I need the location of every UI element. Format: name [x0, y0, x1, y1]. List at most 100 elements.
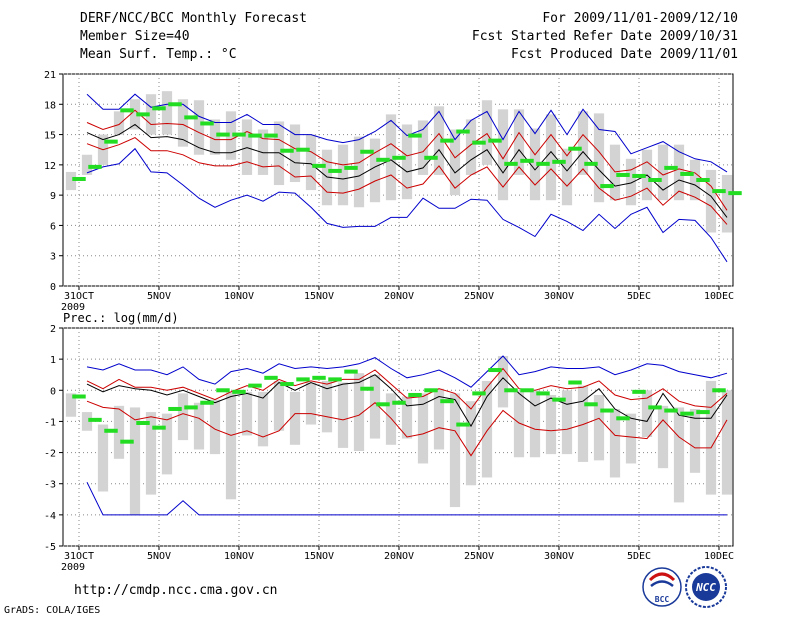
prec-xtick-label: 25NOV: [464, 551, 494, 562]
temp-member-range-bar: [305, 134, 317, 191]
prec-member-range-bar: [641, 390, 653, 437]
temp-xtick-label: 31OCT: [64, 291, 94, 302]
prec-series-min: [86, 481, 727, 516]
temp-xtick-label: 25NOV: [464, 291, 494, 302]
prec-member-range-bar: [657, 405, 669, 469]
prec-member-box: [88, 417, 102, 422]
prec-series-upper: [86, 367, 728, 410]
prec-member-box: [536, 391, 550, 396]
temp-xtick-label: 5NOV: [147, 291, 171, 302]
temp-member-box: [296, 147, 310, 152]
temp-member-range-bar: [545, 114, 557, 201]
prec-member-range-bar: [337, 382, 349, 448]
temp-member-box: [568, 146, 582, 151]
prec-member-box: [72, 394, 86, 399]
prec-member-box: [616, 416, 630, 421]
temp-member-range-bar: [161, 91, 173, 135]
temp-member-box: [248, 133, 262, 138]
grads-credit: GrADS: COLA/IGES: [4, 605, 101, 616]
temp-member-range-bar: [465, 119, 477, 175]
temp-member-range-bar: [449, 129, 461, 196]
temp-member-range-bar: [289, 124, 301, 183]
prec-member-range-bar: [65, 393, 77, 417]
temp-member-box: [600, 184, 614, 189]
prec-member-range-bar: [593, 394, 605, 461]
member-size: Member Size=40: [80, 29, 190, 44]
prec-member-box: [168, 406, 182, 411]
temp-member-range-bar: [513, 109, 525, 175]
temp-member-range-bar: [673, 144, 685, 201]
temp-member-box: [504, 161, 518, 166]
temp-member-box: [456, 129, 470, 134]
temp-member-range-bar: [529, 128, 541, 201]
prec-member-box: [344, 369, 358, 374]
forecast-period: For 2009/11/01-2009/12/10: [542, 11, 738, 26]
temp-member-box: [728, 191, 742, 196]
prec-xtick-label: 5NOV: [147, 551, 171, 562]
temp-member-box: [344, 165, 358, 170]
prec-member-range-bar: [513, 390, 525, 458]
prec-member-range-bar: [561, 390, 573, 455]
prec-member-box: [520, 388, 534, 393]
temp-member-range-bar: [369, 138, 381, 203]
temp-member-range-bar: [385, 114, 397, 201]
temp-ytick-label: 12: [44, 161, 56, 172]
temp-xtick-label: 10DEC: [704, 291, 734, 302]
prec-member-range-bar: [625, 413, 637, 464]
prec-member-range-bar: [577, 385, 589, 462]
prec-ytick-label: -4: [44, 511, 56, 522]
temp-member-range-bar: [481, 100, 493, 165]
temp-member-range-bar: [433, 106, 445, 175]
temp-member-range-bar: [657, 144, 669, 201]
prec-member-box: [360, 386, 374, 391]
temp-member-range-bar: [625, 158, 637, 206]
temp-xtick-label: 5DEC: [627, 291, 651, 302]
temp-member-box: [376, 157, 390, 162]
chart-title: DERF/NCC/BCC Monthly Forecast: [80, 11, 307, 26]
temp-member-box: [264, 133, 278, 138]
prec-member-box: [136, 420, 150, 425]
temp-member-range-bar: [337, 144, 349, 206]
prec-xtick-label: 5DEC: [627, 551, 651, 562]
temp-xtick-label: 15NOV: [304, 291, 334, 302]
temp-member-range-bar: [145, 94, 157, 135]
temp-member-box: [216, 132, 230, 137]
prec-member-range-bar: [129, 407, 141, 515]
prec-ytick-label: -5: [44, 542, 56, 553]
temp-member-box: [312, 163, 326, 168]
prec-plot-frame: [62, 327, 734, 547]
temp-member-range-bar: [225, 111, 237, 160]
prec-year-label: 2009: [61, 562, 85, 573]
temp-member-box: [392, 155, 406, 160]
prec-member-range-bar: [161, 413, 173, 475]
prec-member-range-bar: [145, 412, 157, 495]
temp-ytick-label: 0: [50, 282, 56, 293]
temp-member-range-bar: [401, 124, 413, 200]
prec-member-range-bar: [545, 394, 557, 455]
prec-member-range-bar: [305, 382, 317, 425]
prec-member-box: [648, 405, 662, 410]
temp-xtick-label: 30NOV: [544, 291, 574, 302]
temp-member-box: [616, 172, 630, 177]
prec-member-range-bar: [321, 380, 333, 433]
footer-url[interactable]: http://cmdp.ncc.cma.gov.cn: [74, 583, 278, 598]
prec-member-box: [392, 400, 406, 405]
prec-member-range-bar: [705, 380, 717, 495]
temp-ytick-label: 15: [44, 131, 56, 142]
temp-member-box: [232, 132, 246, 137]
prec-xtick-label: 20NOV: [384, 551, 414, 562]
temp-member-box: [632, 173, 646, 178]
prec-member-box: [600, 408, 614, 413]
prec-ytick-label: 1: [50, 355, 56, 366]
prec-member-range-bar: [721, 390, 733, 495]
prec-member-range-bar: [385, 393, 397, 445]
prec-xtick-label: 30NOV: [544, 551, 574, 562]
temp-member-box: [536, 161, 550, 166]
prec-member-range-bar: [449, 393, 461, 508]
prec-member-box: [280, 382, 294, 387]
prec-member-range-bar: [97, 424, 109, 492]
temp-member-box: [488, 138, 502, 143]
temp-member-box: [152, 106, 166, 111]
prec-member-range-bar: [241, 391, 253, 436]
prec-ytick-label: -3: [44, 480, 56, 491]
